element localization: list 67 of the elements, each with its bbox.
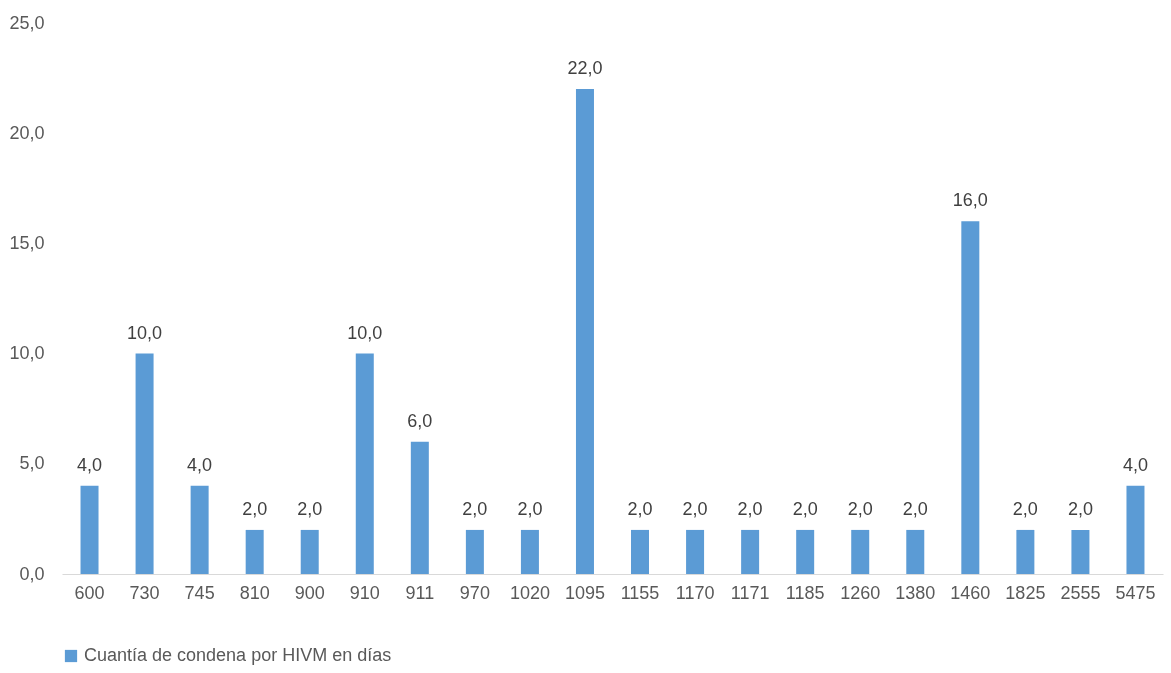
bar [300, 529, 319, 574]
bar [851, 529, 870, 574]
x-tick-label: 1020 [509, 582, 550, 603]
data-label: 2,0 [682, 498, 708, 519]
y-tick-label: 10,0 [9, 343, 45, 364]
data-label: 2,0 [847, 498, 873, 519]
data-label: 2,0 [517, 498, 543, 519]
bar [575, 89, 594, 574]
data-label: 2,0 [1012, 498, 1038, 519]
data-label: 10,0 [127, 322, 163, 343]
x-tick-label: 1095 [564, 582, 605, 603]
data-label: 4,0 [1122, 454, 1148, 475]
x-tick-label: 1155 [620, 582, 660, 603]
bar [190, 485, 209, 574]
data-label: 2,0 [1067, 498, 1093, 519]
y-tick-label: 15,0 [9, 232, 45, 253]
bar [355, 353, 374, 574]
x-tick-label: 2555 [1060, 582, 1101, 603]
x-tick-label: 1185 [785, 582, 825, 603]
y-tick-label: 0,0 [19, 563, 45, 584]
bar [686, 529, 705, 574]
bar [1126, 485, 1145, 574]
bar [80, 485, 99, 574]
x-tick-label: 1171 [730, 582, 770, 603]
x-tick-label: 1260 [840, 582, 881, 603]
bar [135, 353, 154, 574]
x-tick-label: 1380 [895, 582, 936, 603]
x-tick-label: 600 [74, 582, 105, 603]
data-label: 16,0 [952, 190, 988, 211]
bar [410, 441, 429, 574]
bar [1071, 529, 1090, 574]
bar [520, 529, 539, 574]
x-tick-label: 745 [184, 582, 215, 603]
data-label: 2,0 [792, 498, 818, 519]
x-tick-label: 730 [129, 582, 160, 603]
x-tick-label: 810 [239, 582, 270, 603]
x-tick-label: 900 [294, 582, 325, 603]
data-label: 2,0 [297, 498, 323, 519]
data-label: 2,0 [242, 498, 268, 519]
bar [796, 529, 815, 574]
x-tick-label: 5475 [1115, 582, 1156, 603]
data-label: 10,0 [347, 322, 383, 343]
x-tick-label: 970 [459, 582, 490, 603]
legend-label: Cuantía de condena por HIVM en días [84, 645, 392, 665]
x-tick-label: 1170 [675, 582, 715, 603]
data-label: 4,0 [187, 454, 213, 475]
bar [741, 529, 760, 574]
y-tick-label: 5,0 [19, 453, 45, 474]
bar [1016, 529, 1035, 574]
bar [631, 529, 650, 574]
x-tick-label: 911 [405, 582, 435, 603]
bar [906, 529, 925, 574]
data-label: 2,0 [627, 498, 653, 519]
y-tick-label: 20,0 [9, 122, 45, 143]
x-tick-label: 1460 [950, 582, 991, 603]
data-label: 22,0 [567, 58, 603, 79]
bar [465, 529, 484, 574]
y-tick-label: 25,0 [9, 12, 45, 33]
bar [245, 529, 264, 574]
data-label: 4,0 [77, 454, 103, 475]
data-label: 2,0 [462, 498, 488, 519]
data-label: 2,0 [902, 498, 928, 519]
data-label: 6,0 [407, 410, 433, 431]
bar [961, 221, 980, 574]
x-tick-label: 910 [349, 582, 380, 603]
data-label: 2,0 [737, 498, 763, 519]
x-tick-label: 1825 [1005, 582, 1046, 603]
